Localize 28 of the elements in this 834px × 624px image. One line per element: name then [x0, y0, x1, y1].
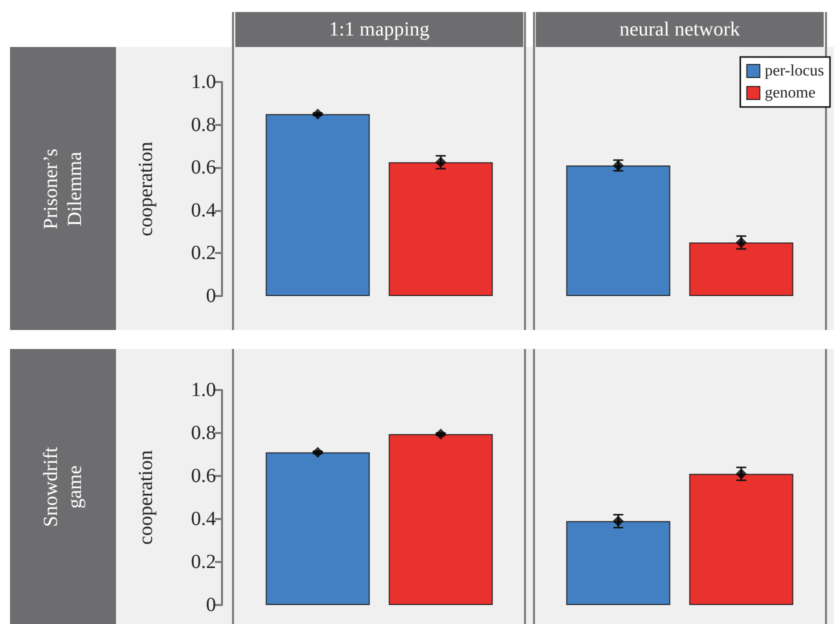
legend-label: genome: [764, 84, 816, 102]
y-tick-label: 0: [206, 594, 216, 616]
bar: [266, 114, 370, 296]
bar: [266, 452, 370, 605]
y-tick-label: 0.4: [191, 508, 216, 530]
y-tick-label: 1.0: [191, 71, 216, 93]
y-axis-title: cooperation: [135, 450, 157, 545]
y-tick-label: 0.2: [191, 242, 216, 264]
y-tick-label: 0: [206, 285, 216, 307]
bar: [566, 165, 670, 296]
bar: [388, 434, 493, 605]
y-axis-title: cooperation: [135, 142, 157, 236]
legend-label: per-locus: [764, 62, 824, 80]
bar: [689, 474, 794, 605]
y-tick-label: 0.8: [191, 422, 216, 444]
y-tick-label: 0.4: [191, 199, 216, 222]
bar: [388, 162, 493, 296]
text: Snowdrift game: [39, 446, 87, 528]
x-tick-label: 1:1 mapping: [328, 18, 430, 40]
y-tick-label: 0.6: [191, 156, 216, 179]
text: Prisoner’s Dilemma: [39, 147, 87, 231]
x-tick-label: neural network: [619, 18, 740, 40]
y-tick-label: 0.8: [191, 114, 216, 136]
y-tick-label: 0.2: [191, 551, 216, 573]
y-tick-label: 0.6: [191, 465, 216, 487]
y-tick-label: 1.0: [191, 379, 216, 401]
bar: [689, 242, 794, 296]
bar: [566, 521, 670, 605]
